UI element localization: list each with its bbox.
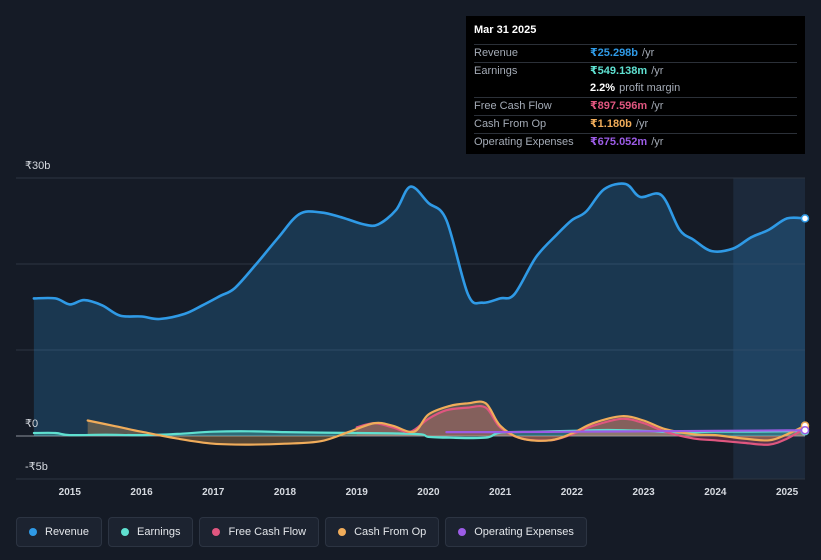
x-tick-label: 2021: [489, 487, 512, 498]
tooltip-row-label: Cash From Op: [474, 118, 547, 130]
legend-label: Earnings: [137, 526, 181, 538]
tooltip-row: Revenue ₹25.298b/yr: [474, 44, 797, 62]
tooltip-row: 2.2% profit margin: [474, 80, 797, 97]
tooltip-row-label: [474, 80, 590, 97]
y-tick-label: ₹30b: [25, 160, 50, 172]
x-tick-label: 2023: [632, 487, 655, 498]
legend-label: Operating Expenses: [474, 526, 574, 538]
tooltip-row-label: Operating Expenses: [474, 136, 574, 148]
legend-label: Free Cash Flow: [228, 526, 307, 538]
legend-dot-icon: [212, 528, 221, 536]
cash-from-op-area: [87, 401, 805, 445]
cash-from-op-line: [86, 400, 807, 446]
tooltip-row-value: ₹1.180b: [590, 118, 632, 130]
x-tick-label: 2015: [59, 487, 82, 498]
revenue-area: [33, 183, 805, 436]
x-tick-label: 2020: [417, 487, 440, 498]
revenue-line: [32, 182, 807, 321]
tooltip-row-suffix: profit margin: [619, 82, 681, 94]
legend-item-earnings[interactable]: Earnings: [108, 517, 194, 547]
legend-dot-icon: [338, 528, 347, 536]
tooltip-row: Cash From Op ₹1.180b/yr: [474, 115, 797, 133]
tooltip-row-suffix: /yr: [651, 100, 664, 112]
end-markers: [800, 214, 810, 436]
revenue-end-marker: [800, 214, 810, 223]
x-axis-ticks: 2015 2016 2017 2018 2019 2020 2021 2022 2023 2024…: [59, 487, 799, 498]
tooltip-row: Operating Expenses ₹675.052m/yr: [474, 133, 797, 151]
tooltip-row-label: Revenue: [474, 47, 519, 59]
tooltip-row-label: Free Cash Flow: [474, 100, 552, 112]
legend-item-operating-expenses[interactable]: Operating Expenses: [445, 517, 587, 547]
x-tick-label: 2019: [346, 487, 369, 498]
tooltip-row-value: ₹897.596m: [590, 100, 648, 112]
tooltip-row-suffix: /yr: [651, 65, 664, 77]
tooltip-row: Free Cash Flow ₹897.596m/yr: [474, 97, 797, 115]
tooltip-row-value: ₹25.298b: [590, 47, 639, 59]
tooltip-row-suffix: /yr: [635, 118, 649, 130]
x-tick-label: 2025: [776, 487, 799, 498]
tooltip-row-value: 2.2%: [590, 82, 616, 94]
tooltip-row: Earnings ₹549.138m/yr: [474, 62, 797, 80]
x-tick-label: 2022: [561, 487, 584, 498]
legend-dot-icon: [29, 528, 37, 536]
x-tick-label: 2017: [202, 487, 225, 498]
legend-item-cash-from-op[interactable]: Cash From Op: [325, 517, 440, 547]
y-tick-label: ₹0: [25, 418, 38, 430]
legend-label: Revenue: [45, 526, 90, 538]
series-lines: [32, 182, 807, 446]
legend-item-free-cash-flow[interactable]: Free Cash Flow: [199, 517, 320, 547]
series-areas: [33, 183, 805, 445]
y-tick-label: -₹5b: [25, 461, 48, 473]
y-axis-ticks: ₹30b ₹0 -₹5b: [25, 160, 50, 473]
tooltip-date: Mar 31 2025: [474, 24, 537, 36]
tooltip-row-suffix: /yr: [642, 47, 655, 59]
operating-expenses-line: [445, 429, 807, 434]
tooltip-row-label: Earnings: [474, 65, 518, 77]
tooltip-row-value: ₹549.138m: [590, 65, 648, 77]
tooltip-panel: Mar 31 2025 Revenue ₹25.298b/yr Earnings ₹5…: [466, 16, 805, 154]
legend-label: Cash From Op: [354, 526, 427, 538]
legend: Revenue Earnings Free Cash Flow Cash From O…: [16, 517, 587, 547]
tooltip-rows: Revenue ₹25.298b/yr Earnings ₹549.138m/yr 2.…: [474, 44, 797, 151]
x-tick-label: 2018: [274, 487, 297, 498]
operating-expenses-end-marker: [800, 425, 810, 435]
legend-dot-icon: [458, 528, 467, 536]
tooltip-row-suffix: /yr: [651, 136, 664, 148]
free-cash-flow-area: [356, 406, 805, 445]
legend-dot-icon: [121, 528, 130, 536]
x-tick-label: 2016: [130, 487, 153, 498]
x-tick-label: 2024: [704, 487, 727, 498]
legend-item-revenue[interactable]: Revenue: [16, 517, 103, 547]
tooltip-row-value: ₹675.052m: [590, 136, 648, 148]
